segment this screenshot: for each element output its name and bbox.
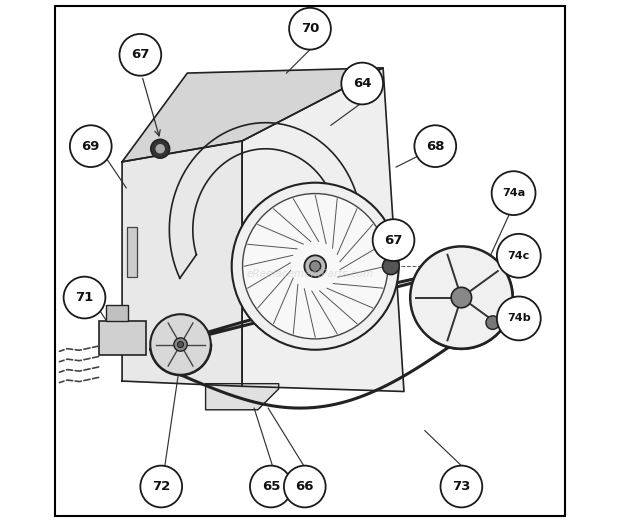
Polygon shape — [122, 68, 383, 162]
Circle shape — [497, 234, 541, 278]
Text: 74b: 74b — [507, 313, 531, 324]
Circle shape — [250, 466, 292, 507]
Text: 71: 71 — [76, 291, 94, 304]
Circle shape — [177, 341, 184, 348]
Circle shape — [156, 145, 164, 153]
Circle shape — [150, 314, 211, 375]
Circle shape — [486, 316, 500, 329]
Circle shape — [410, 246, 513, 349]
Circle shape — [373, 219, 414, 261]
Circle shape — [304, 255, 326, 277]
Circle shape — [120, 34, 161, 76]
Bar — [99, 321, 146, 355]
Circle shape — [497, 296, 541, 340]
Text: 69: 69 — [82, 140, 100, 152]
Text: 70: 70 — [301, 22, 319, 35]
Text: 67: 67 — [384, 234, 403, 246]
Circle shape — [284, 466, 326, 507]
Circle shape — [310, 261, 321, 271]
Circle shape — [342, 63, 383, 104]
Text: 68: 68 — [426, 140, 445, 152]
Circle shape — [174, 338, 187, 351]
Text: 74a: 74a — [502, 188, 525, 198]
Circle shape — [383, 258, 399, 275]
Text: 73: 73 — [452, 480, 471, 493]
Circle shape — [492, 171, 536, 215]
Circle shape — [440, 466, 482, 507]
Circle shape — [414, 125, 456, 167]
Text: 67: 67 — [131, 49, 149, 61]
Text: eReplacementParts.com: eReplacementParts.com — [246, 269, 374, 279]
Circle shape — [140, 466, 182, 507]
Text: 72: 72 — [152, 480, 171, 493]
Circle shape — [232, 183, 399, 350]
Circle shape — [242, 194, 388, 339]
Circle shape — [451, 287, 472, 308]
Text: 66: 66 — [296, 480, 314, 493]
Circle shape — [151, 139, 170, 158]
Bar — [127, 227, 136, 277]
Circle shape — [70, 125, 112, 167]
Polygon shape — [242, 68, 404, 392]
Circle shape — [289, 8, 331, 50]
Text: 74c: 74c — [508, 251, 530, 261]
Circle shape — [64, 277, 105, 318]
Text: 64: 64 — [353, 77, 371, 90]
Text: 65: 65 — [262, 480, 280, 493]
Polygon shape — [122, 141, 242, 386]
Bar — [107, 305, 128, 321]
Polygon shape — [206, 384, 278, 410]
